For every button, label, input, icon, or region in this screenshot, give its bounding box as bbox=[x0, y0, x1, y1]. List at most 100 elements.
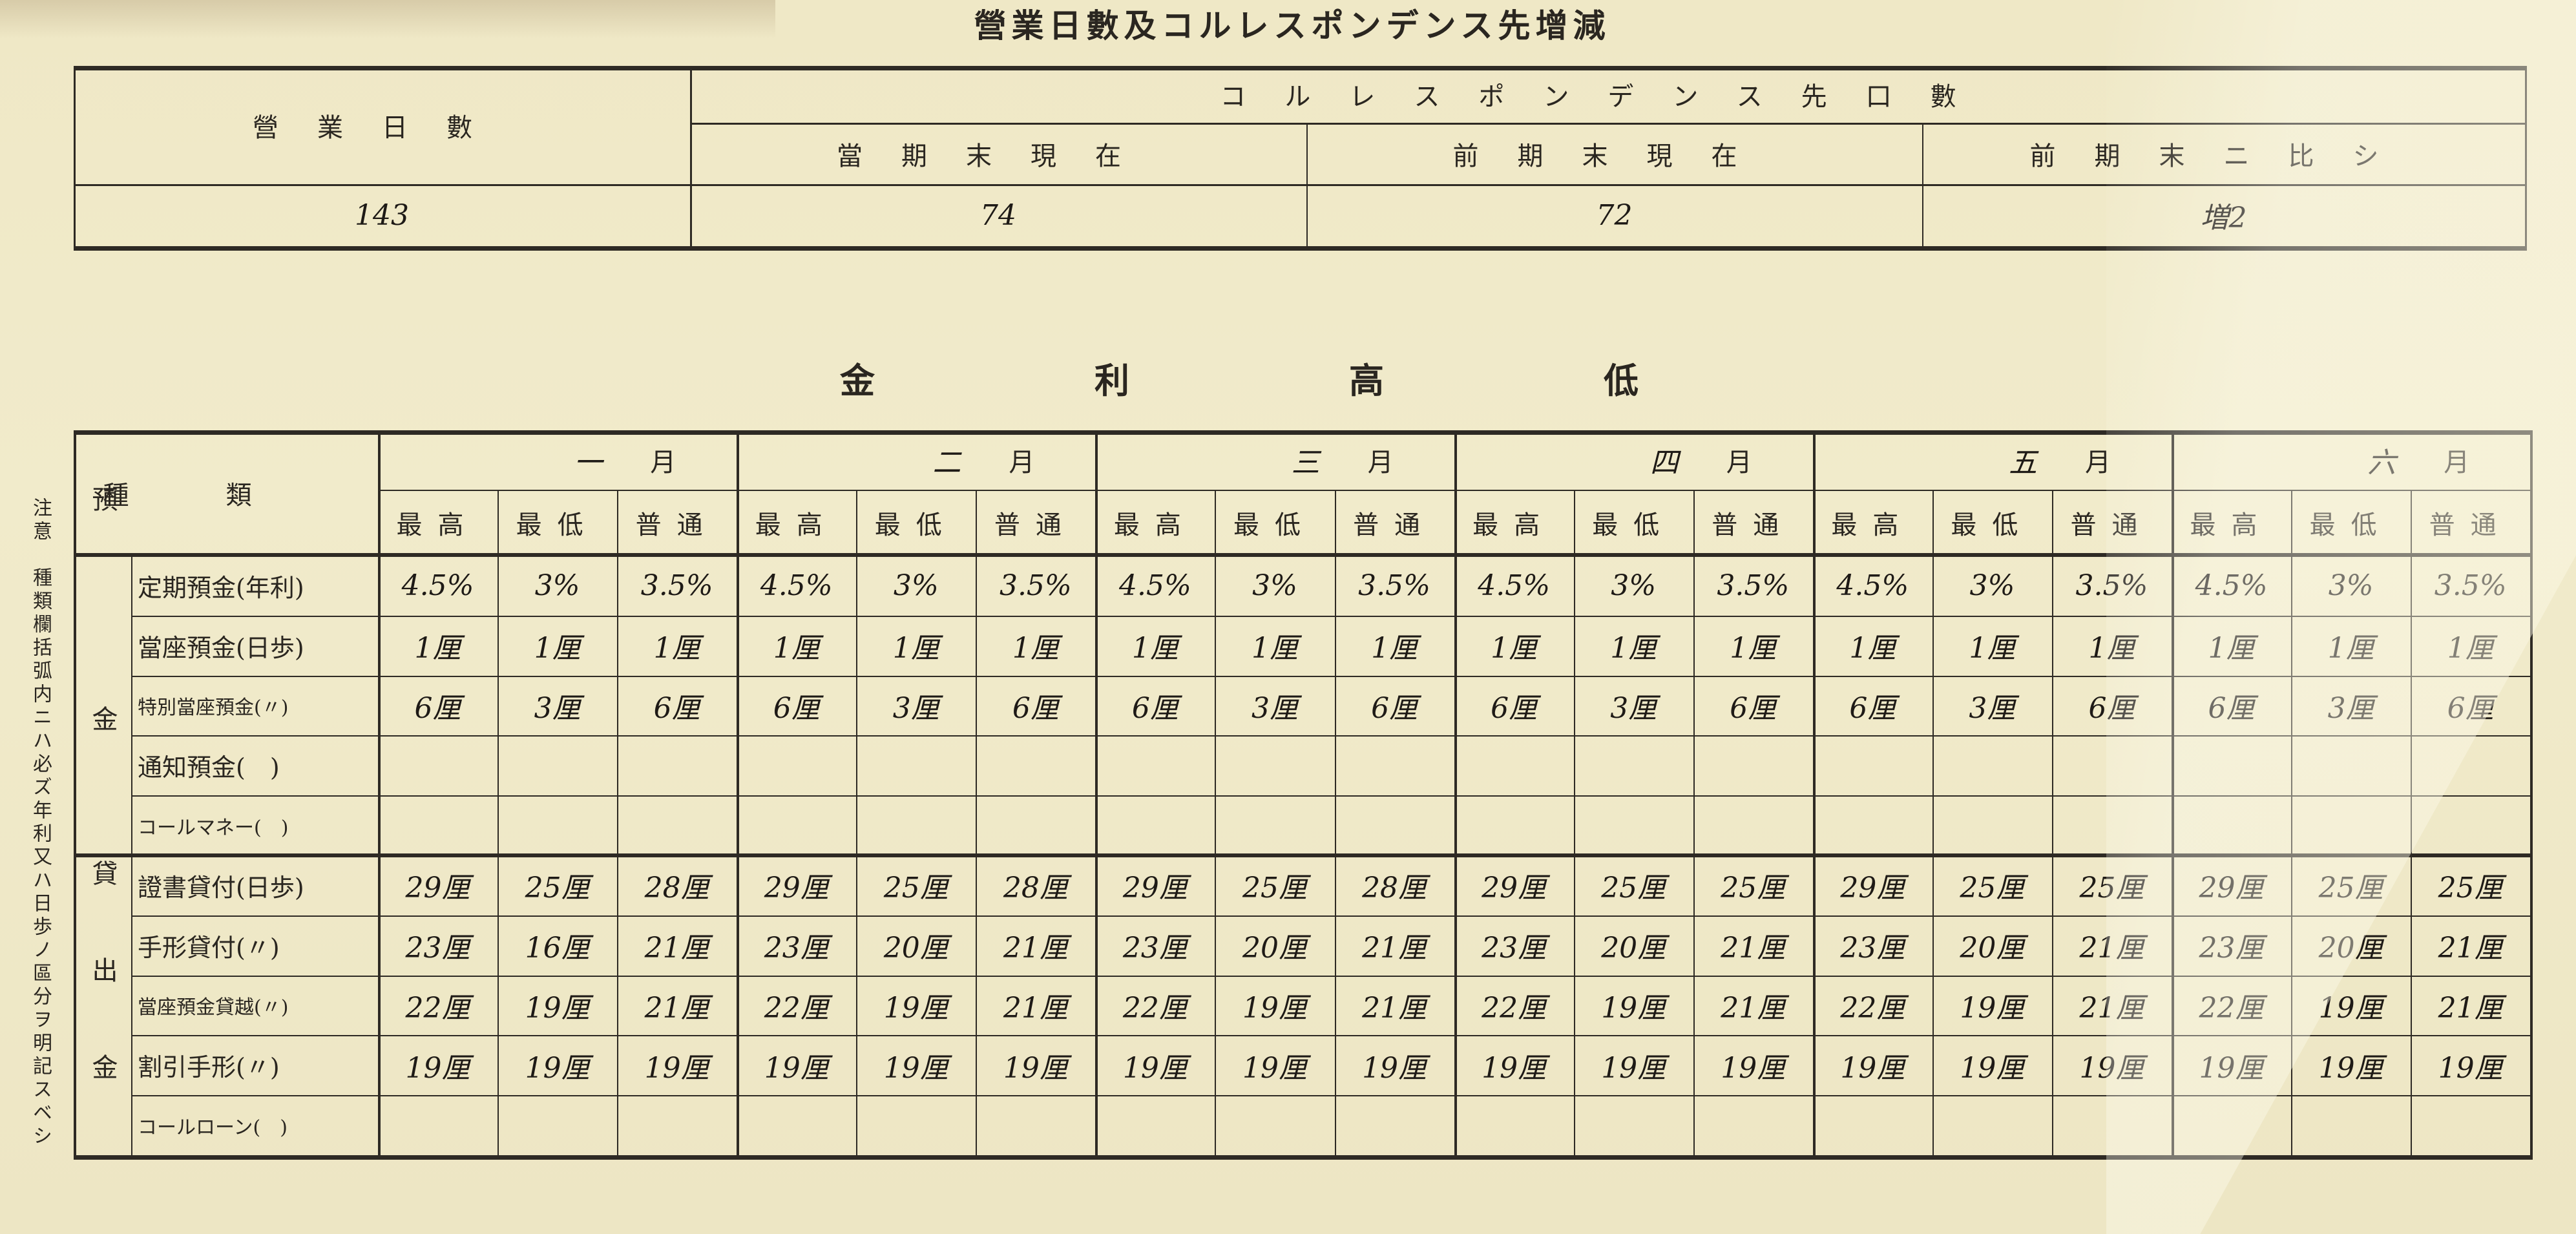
rate-value: 22厘 bbox=[1122, 991, 1188, 1025]
rule-line bbox=[1454, 490, 1813, 491]
rate-value: 3厘 bbox=[1251, 691, 1298, 725]
type-header: 種類 bbox=[103, 481, 349, 510]
rate-value: 19厘 bbox=[405, 1051, 470, 1085]
row-label: 當座預金貸越(〃) bbox=[138, 996, 289, 1019]
rule-line bbox=[976, 490, 978, 1155]
rate-value: 19厘 bbox=[764, 1051, 829, 1085]
rate-value: 22厘 bbox=[1482, 991, 1547, 1025]
rate-value: 29厘 bbox=[1122, 872, 1188, 905]
rate-value: 19厘 bbox=[2438, 1051, 2503, 1085]
rate-value bbox=[497, 795, 617, 855]
rate-value: 21厘 bbox=[1721, 991, 1786, 1025]
rate-value: 19厘 bbox=[1122, 1051, 1188, 1085]
rule-line bbox=[1454, 430, 1457, 1155]
rate-value: 19厘 bbox=[1482, 1051, 1547, 1085]
rule-line bbox=[1095, 490, 1454, 491]
business-days-header: 營業日數 bbox=[253, 112, 511, 143]
month-number: 三 bbox=[1291, 446, 1329, 479]
rule-line bbox=[131, 615, 2530, 617]
rate-value: 1厘 bbox=[534, 632, 581, 665]
rule-line bbox=[74, 1155, 2530, 1160]
rate-value: 21厘 bbox=[1362, 991, 1427, 1025]
business-days-value: 143 bbox=[355, 198, 409, 232]
rate-value: 22厘 bbox=[764, 991, 829, 1025]
rate-value bbox=[1095, 735, 1215, 795]
rate-value: 3.5% bbox=[1358, 569, 1430, 602]
rate-value: 1厘 bbox=[1610, 632, 1657, 665]
rate-value: 19厘 bbox=[1362, 1051, 1427, 1085]
rate-value: 3% bbox=[1969, 569, 2015, 602]
rate-value bbox=[1095, 1095, 1215, 1155]
rate-value: 6厘 bbox=[414, 691, 461, 725]
rate-value bbox=[1215, 795, 1334, 855]
rate-value: 28厘 bbox=[1003, 872, 1068, 905]
rate-value: 19厘 bbox=[525, 991, 590, 1025]
rule-line bbox=[131, 1095, 2530, 1097]
rate-value: 19厘 bbox=[1601, 991, 1666, 1025]
rate-value: 6厘 bbox=[1730, 691, 1777, 725]
rate-value: 19厘 bbox=[1003, 1051, 1068, 1085]
month-number: 五 bbox=[2008, 446, 2046, 479]
rate-value bbox=[1335, 735, 1454, 795]
correspondent-header: コルレスポンデンス先口數 bbox=[1220, 82, 1995, 112]
rate-value: 19厘 bbox=[883, 991, 948, 1025]
rule-line bbox=[1306, 123, 1308, 246]
rule-line bbox=[2530, 430, 2533, 1160]
rule-line bbox=[74, 246, 2525, 251]
rate-value bbox=[1693, 1095, 1813, 1155]
rate-value: 21厘 bbox=[1721, 932, 1786, 965]
rate-subheader: 最低 bbox=[1233, 510, 1316, 540]
rate-value bbox=[737, 735, 856, 795]
rate-value bbox=[1215, 735, 1334, 795]
month-header: 四月 bbox=[1454, 430, 1813, 490]
rate-value bbox=[1813, 795, 1932, 855]
rate-value: 20厘 bbox=[1242, 932, 1307, 965]
rates-title: 金利高低 bbox=[840, 360, 1858, 401]
rate-value: 23厘 bbox=[1482, 932, 1547, 965]
rule-line bbox=[378, 430, 381, 1155]
rate-value: 1厘 bbox=[1730, 632, 1777, 665]
row-label: 特別當座預金(〃) bbox=[138, 696, 289, 719]
rate-value: 6厘 bbox=[653, 691, 700, 725]
rule-line bbox=[74, 553, 2530, 557]
rate-value bbox=[1932, 1095, 2052, 1155]
rate-subheader: 最高 bbox=[1831, 510, 1914, 540]
rate-value bbox=[1932, 795, 2052, 855]
rule-line bbox=[74, 66, 76, 251]
rule-line bbox=[131, 915, 2530, 917]
month-header: 二月 bbox=[737, 430, 1095, 490]
rate-value: 1厘 bbox=[1849, 632, 1896, 665]
rate-value: 22厘 bbox=[405, 991, 470, 1025]
row-label: 定期預金(年利) bbox=[138, 573, 304, 602]
rate-value bbox=[1574, 795, 1693, 855]
rule-line bbox=[856, 490, 858, 1155]
rule-line bbox=[74, 853, 2530, 857]
rate-value: 25厘 bbox=[1960, 872, 2025, 905]
rate-subheader: 最低 bbox=[516, 510, 599, 540]
rate-value bbox=[1335, 795, 1454, 855]
rule-line bbox=[131, 556, 132, 1155]
rate-value: 4.5% bbox=[1836, 569, 1909, 602]
rule-line bbox=[1812, 490, 2172, 491]
rule-line bbox=[737, 490, 1096, 491]
rate-value: 1厘 bbox=[653, 632, 700, 665]
rate-value bbox=[737, 1095, 856, 1155]
rate-value: 4.5% bbox=[401, 569, 474, 602]
rule-line bbox=[1334, 490, 1336, 1155]
rate-value: 21厘 bbox=[2438, 991, 2503, 1025]
rate-value: 19厘 bbox=[2318, 1051, 2383, 1085]
rate-value: 3% bbox=[893, 569, 939, 602]
rate-value: 20厘 bbox=[883, 932, 948, 965]
rate-value bbox=[2291, 1095, 2411, 1155]
rate-value: 22厘 bbox=[1840, 991, 1905, 1025]
rate-value: 19厘 bbox=[525, 1051, 590, 1085]
rule-line bbox=[737, 430, 740, 1155]
rate-value: 20厘 bbox=[1960, 932, 2025, 965]
rate-value bbox=[1454, 1095, 1574, 1155]
rule-line bbox=[1215, 490, 1217, 1155]
rate-value: 6厘 bbox=[1012, 691, 1059, 725]
rule-line bbox=[690, 123, 2525, 125]
rate-subheader: 普通 bbox=[1712, 510, 1795, 540]
rule-line bbox=[378, 490, 737, 491]
rate-value: 6厘 bbox=[773, 691, 820, 725]
